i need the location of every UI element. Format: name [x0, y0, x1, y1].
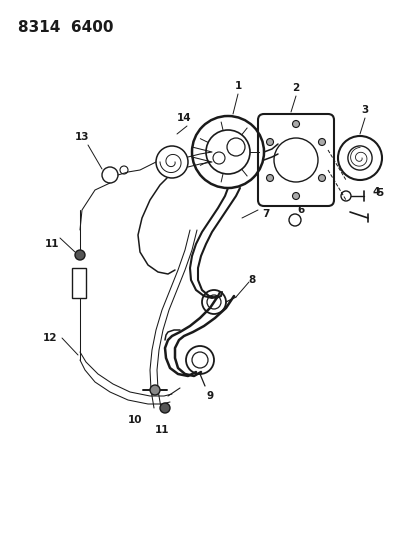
- Circle shape: [318, 139, 326, 146]
- Text: 12: 12: [43, 333, 57, 343]
- Circle shape: [150, 385, 160, 395]
- Text: 6: 6: [297, 205, 304, 215]
- Text: 8: 8: [248, 275, 256, 285]
- Bar: [72, 268, 86, 298]
- Circle shape: [292, 192, 300, 199]
- Text: 5: 5: [376, 188, 383, 198]
- Text: 13: 13: [75, 132, 89, 142]
- Circle shape: [160, 403, 170, 413]
- Text: 7: 7: [262, 209, 270, 219]
- Circle shape: [318, 174, 326, 182]
- Text: 8314  6400: 8314 6400: [18, 20, 113, 35]
- Text: 2: 2: [292, 83, 300, 93]
- Circle shape: [75, 250, 85, 260]
- Circle shape: [267, 139, 274, 146]
- Text: 11: 11: [155, 425, 169, 435]
- Text: 10: 10: [128, 415, 142, 425]
- Text: 3: 3: [361, 105, 369, 115]
- Text: 14: 14: [177, 113, 191, 123]
- Text: 9: 9: [206, 391, 213, 401]
- Circle shape: [267, 174, 274, 182]
- Text: 11: 11: [45, 239, 59, 249]
- Text: 1: 1: [234, 81, 242, 91]
- Circle shape: [292, 120, 300, 127]
- Text: 4: 4: [372, 187, 380, 197]
